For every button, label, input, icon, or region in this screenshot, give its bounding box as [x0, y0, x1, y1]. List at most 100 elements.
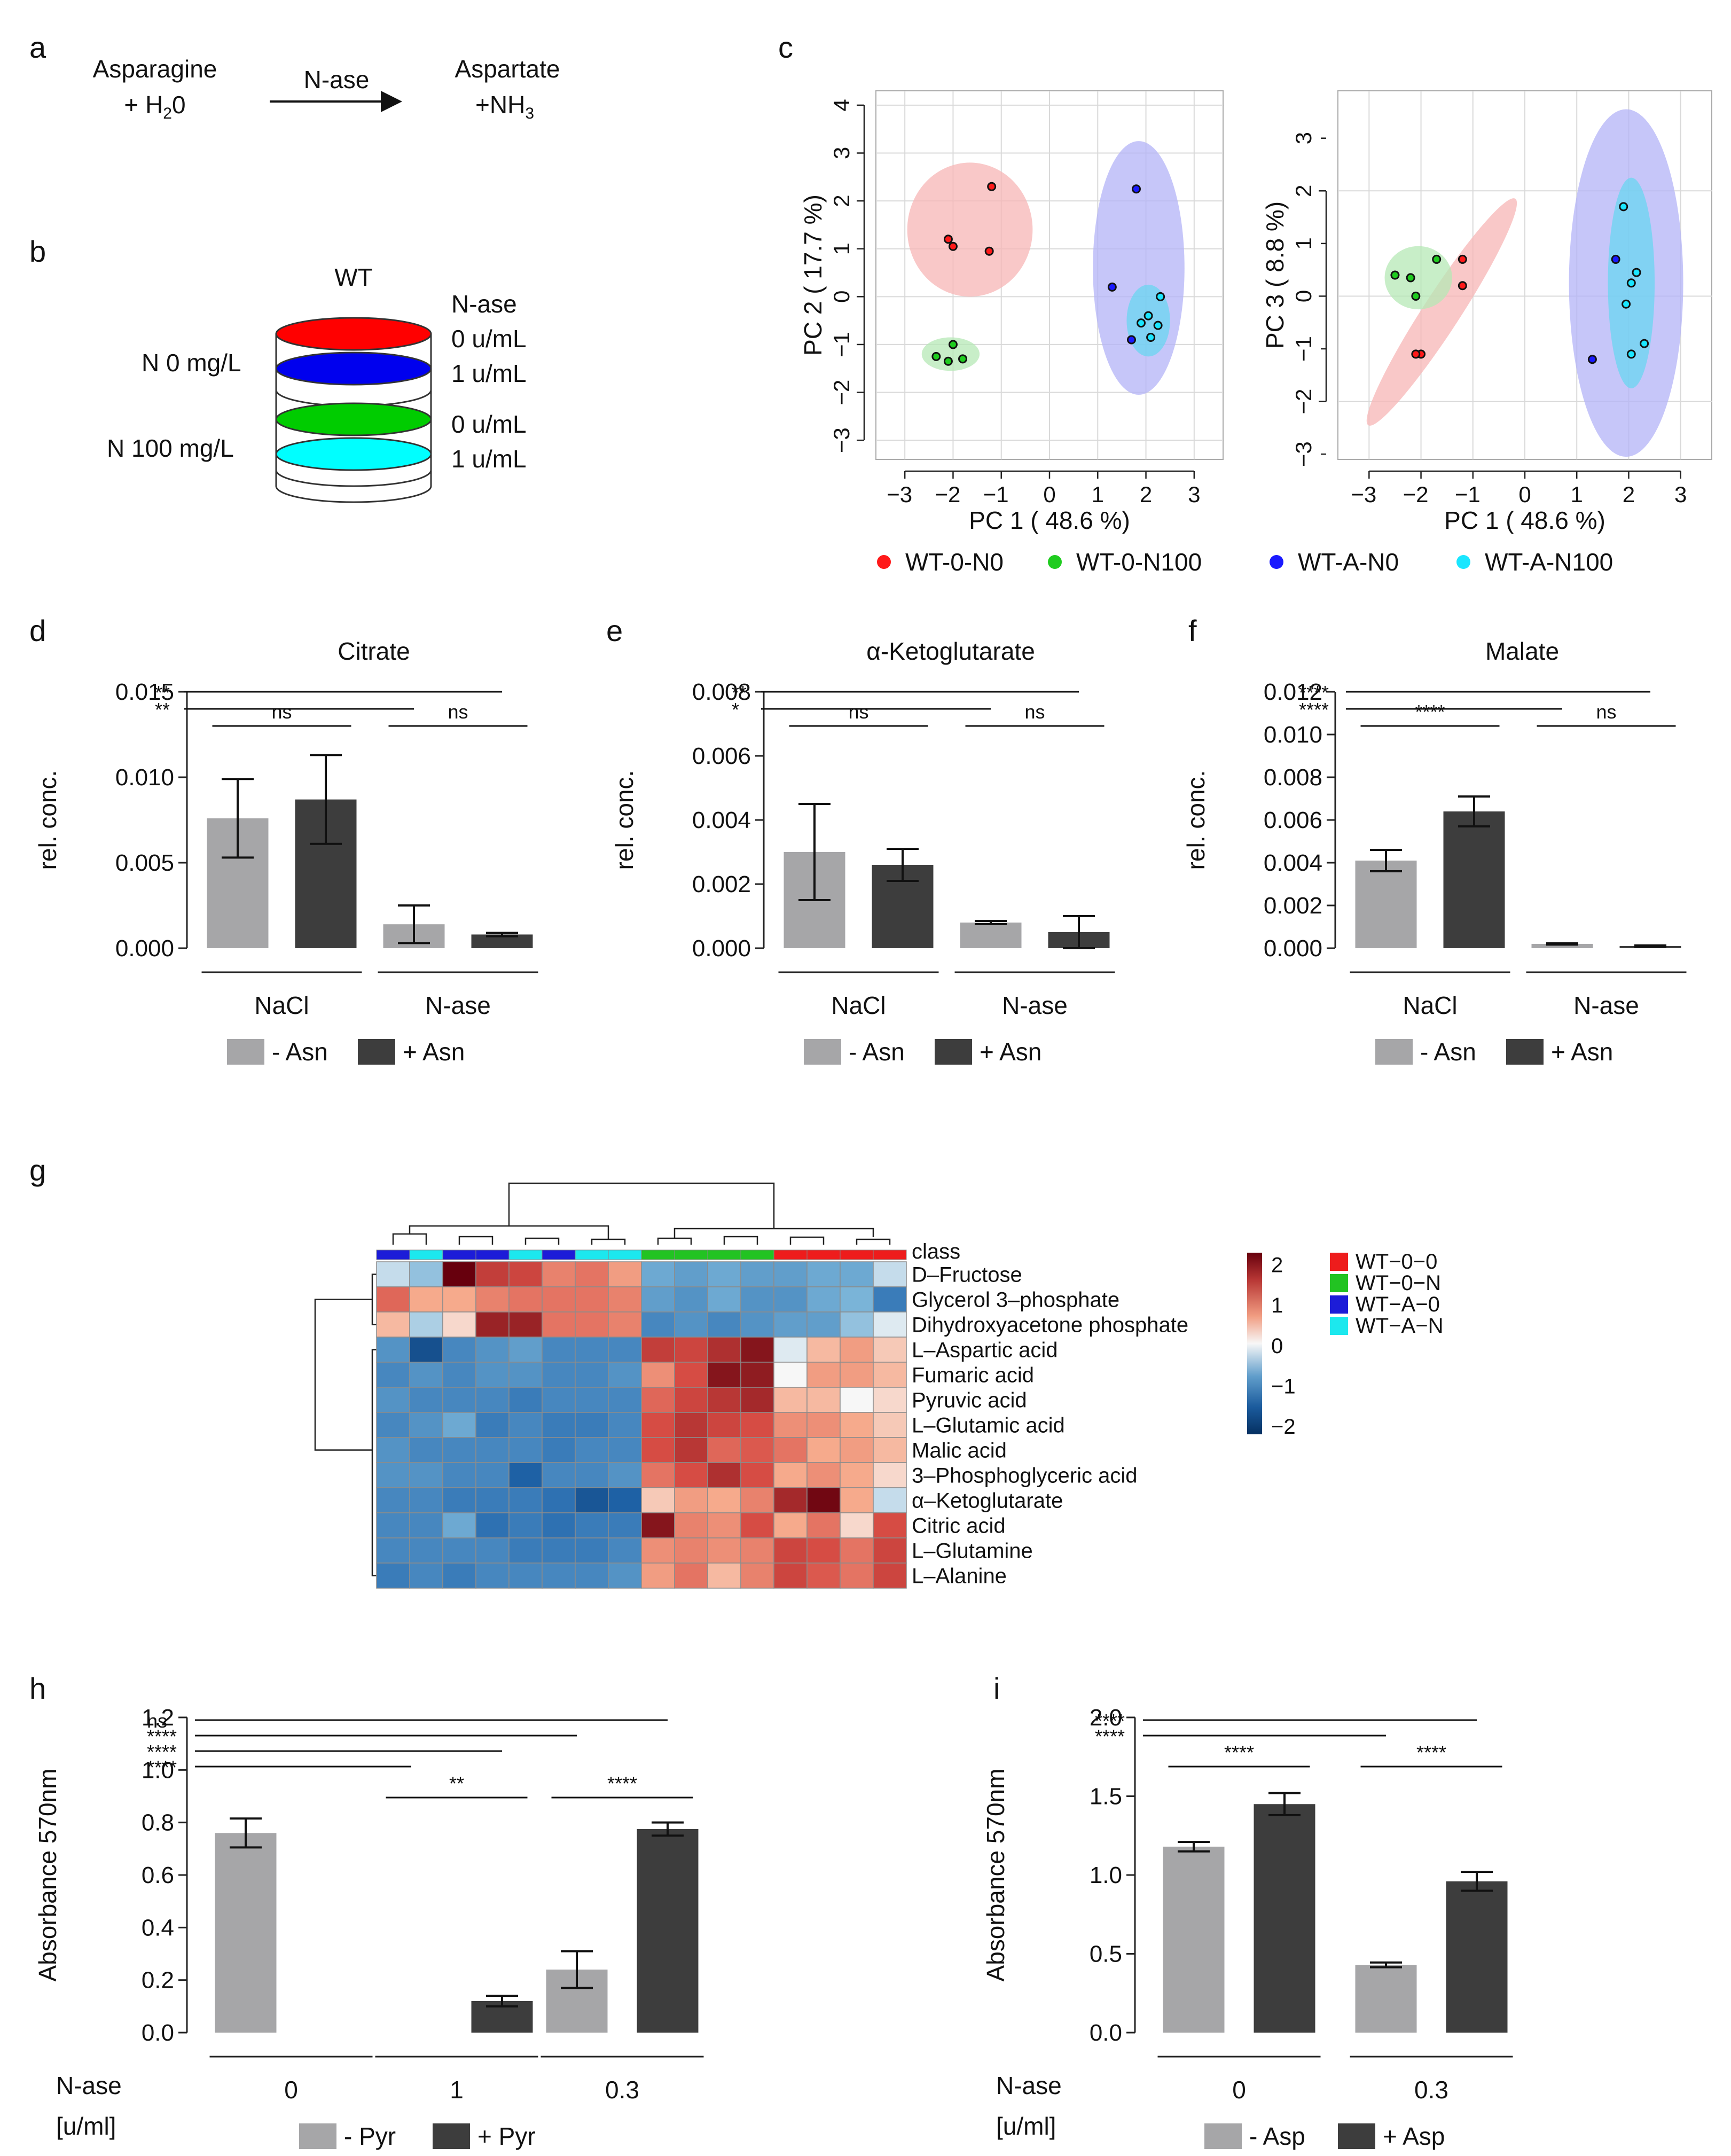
- enzyme-header: N-ase: [451, 290, 517, 318]
- y-axis-title: rel. conc.: [34, 770, 61, 870]
- bar: [637, 1829, 699, 2033]
- heatmap-cell: [773, 1437, 808, 1463]
- legend-label: - Asn: [272, 1038, 328, 1066]
- x-prefix-unit: [u/ml]: [56, 2112, 116, 2140]
- citrate-bar-chart: 0.000 0.005 0.010 0.015 NaCl N-ase **** ns ns Cit…: [34, 637, 538, 1066]
- panel-f-label: f: [1188, 614, 1197, 647]
- heatmap-cell: [542, 1563, 576, 1589]
- heatmap-cell: [608, 1286, 642, 1313]
- heatmap-cell: [376, 1537, 410, 1564]
- heatmap-cell: [475, 1337, 510, 1363]
- heatmap-cell: [674, 1462, 708, 1488]
- class-cell: [409, 1249, 443, 1260]
- panel-b-label: b: [29, 235, 46, 268]
- bar: [960, 923, 1022, 948]
- heatmap-cell: [376, 1337, 410, 1363]
- heatmap-cell: [806, 1387, 841, 1413]
- malate-bar-chart: 0.000 0.002 0.004 0.006 0.008 0.010 0.012 NaCl N…: [1182, 637, 1687, 1066]
- y-tick-label: 2.0: [1090, 1705, 1122, 1731]
- heatmap-cell: [840, 1512, 874, 1538]
- y-tick-label: 0.4: [142, 1915, 174, 1941]
- y-tick-label: 0.004: [1264, 850, 1322, 876]
- y-axis-title: PC 3 ( 8.8 %): [1261, 201, 1289, 349]
- row-label: L–Aspartic acid: [912, 1339, 1058, 1362]
- x-axis-title: PC 1 ( 48.6 %): [1444, 506, 1605, 534]
- colorscale-bar: [1247, 1253, 1262, 1434]
- heatmap-cell: [641, 1412, 675, 1438]
- y-tick-label: 0.0: [1090, 2020, 1122, 2046]
- heatmap-cell: [542, 1462, 576, 1488]
- heatmap-cell: [840, 1362, 874, 1388]
- x-tick-label: 0: [1518, 482, 1531, 507]
- group-label: NaCl: [254, 991, 309, 1019]
- heatmap-cell: [508, 1462, 543, 1488]
- heatmap-cell: [508, 1437, 543, 1463]
- heatmap-cell: [575, 1412, 609, 1438]
- significance-label: ****: [1416, 1741, 1446, 1763]
- heatmap-cell: [542, 1512, 576, 1538]
- heatmap-cell: [608, 1512, 642, 1538]
- heatmap-cell: [773, 1512, 808, 1538]
- y-tick-label: 3: [829, 147, 854, 159]
- y-tick-label: 2: [829, 194, 854, 207]
- x-tick-label: 0: [1043, 482, 1055, 507]
- x-tick-label: 2: [1140, 482, 1152, 507]
- heatmap-cell: [376, 1387, 410, 1413]
- heatmap-cell: [475, 1537, 510, 1564]
- heatmap-cell: [409, 1337, 443, 1363]
- heatmap-cell: [740, 1437, 774, 1463]
- aspartate-absorbance-chart: 0.00.51.01.52.00 0.3************ ****Absor…: [982, 1705, 1513, 2150]
- heatmap-cell: [542, 1286, 576, 1313]
- x-tick-label: −2: [935, 482, 960, 507]
- heatmap-cell: [740, 1512, 774, 1538]
- y-tick-label: 0: [1291, 290, 1316, 302]
- heatmap-cell: [442, 1563, 476, 1589]
- bar: [1254, 1804, 1315, 2033]
- heatmap-cell: [542, 1337, 576, 1363]
- y-tick-label: 1: [1291, 237, 1316, 249]
- heatmap-cell: [376, 1437, 410, 1463]
- y-tick-label: 0.000: [1264, 935, 1322, 962]
- dendrogram-branch: [458, 1236, 494, 1245]
- y-tick-label: 0.002: [1264, 893, 1322, 919]
- data-point: [943, 235, 953, 244]
- dendrogram-branch: [789, 1236, 825, 1245]
- y-tick-label: 0.015: [115, 679, 174, 705]
- heatmap-cell: [575, 1563, 609, 1589]
- legend-swatch: [433, 2123, 470, 2149]
- heatmap-cell: [806, 1362, 841, 1388]
- heatmap-cell: [508, 1311, 543, 1338]
- y-tick-label: 0.012: [1264, 679, 1322, 705]
- heatmap-cell: [475, 1261, 510, 1287]
- x-tick-label: −1: [983, 482, 1009, 507]
- y-tick-label: −2: [829, 380, 854, 405]
- heatmap-cell: [707, 1537, 741, 1564]
- heatmap-cell: [674, 1537, 708, 1564]
- heatmap-cell: [376, 1362, 410, 1388]
- y-tick-label: 3: [1291, 132, 1316, 144]
- pca-legend: WT-0-N0 WT-0-N100 WT-A-N0 WT-A-N100: [877, 548, 1613, 576]
- heatmap-cell: [740, 1387, 774, 1413]
- chart-title: α-Ketoglutarate: [866, 637, 1035, 665]
- significance-label: ****: [147, 1725, 177, 1747]
- legend-label: WT-A-N0: [1298, 548, 1399, 576]
- heatmap-cell: [806, 1512, 841, 1538]
- confidence-ellipse: [1366, 198, 1517, 426]
- data-point: [1143, 311, 1153, 321]
- heatmap-cell: [740, 1337, 774, 1363]
- heatmap-cell: [442, 1537, 476, 1564]
- panel-f: f 0.000 0.002 0.004 0.006 0.008 0.010 0.012 NaC…: [1182, 614, 1687, 1066]
- y-axis-title: PC 2 ( 17.7 %): [799, 194, 827, 356]
- heatmap-cell: [641, 1537, 675, 1564]
- y-tick-label: −3: [829, 427, 854, 453]
- layer-dose-label: 0 u/mL: [451, 325, 527, 353]
- y-tick-label: 0.0: [142, 2020, 174, 2046]
- heatmap-cell: [641, 1362, 675, 1388]
- heatmap-cell: [740, 1412, 774, 1438]
- group-label: N-ase: [425, 991, 491, 1019]
- data-point: [1107, 282, 1117, 292]
- significance-label: ****: [1095, 1710, 1125, 1732]
- heatmap-cell: [442, 1462, 476, 1488]
- heatmap-cell: [674, 1362, 708, 1388]
- legend-label: + Pyr: [477, 2122, 536, 2150]
